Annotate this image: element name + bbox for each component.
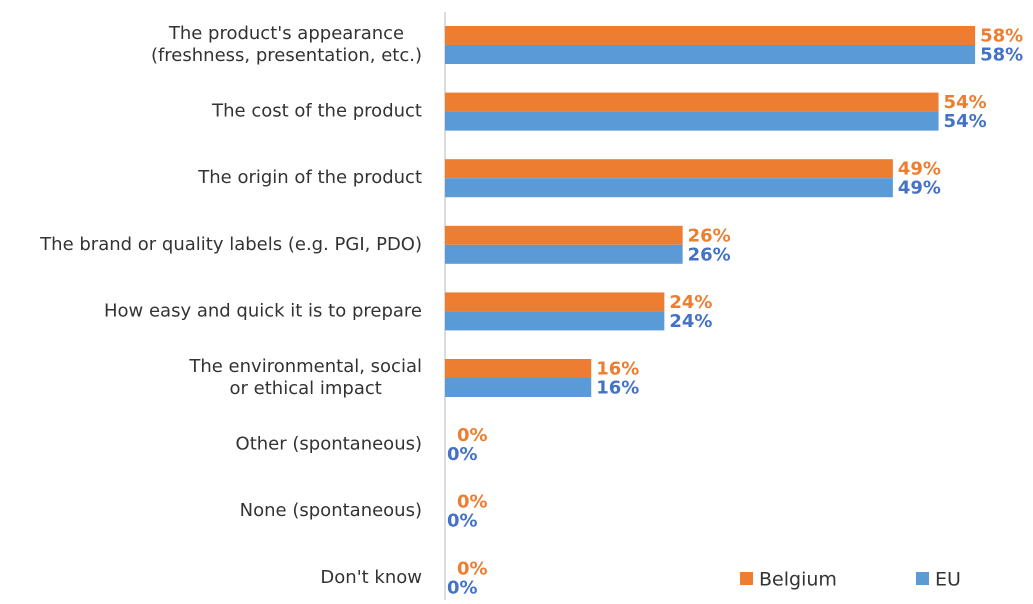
bar: [445, 92, 939, 112]
value-label: 49%: [898, 159, 941, 180]
legend-label: Belgium: [759, 569, 837, 591]
category-label: How easy and quick it is to prepare: [104, 300, 422, 321]
bar: [445, 111, 939, 131]
category-label: The origin of the product: [197, 167, 422, 188]
legend-label: EU: [935, 569, 961, 591]
value-label: 58%: [980, 26, 1023, 47]
value-label: 24%: [669, 311, 712, 332]
bar: [445, 311, 665, 331]
value-label: 0%: [457, 558, 488, 579]
bar: [445, 378, 592, 397]
legend-swatch: [740, 572, 753, 585]
bar: [445, 225, 683, 245]
value-label: 0%: [457, 425, 488, 446]
category-label: The product's appearance: [168, 23, 404, 44]
value-label: 0%: [447, 444, 478, 465]
value-label: 0%: [447, 511, 478, 532]
category-label: (freshness, presentation, etc.): [151, 45, 422, 66]
value-label: 0%: [447, 577, 478, 598]
bar: [445, 178, 893, 198]
category-label: Other (spontaneous): [236, 434, 422, 455]
value-label: 54%: [944, 92, 987, 113]
value-label: 16%: [596, 359, 639, 380]
legend-swatch: [916, 572, 929, 585]
category-label: None (spontaneous): [240, 500, 422, 521]
category-label: The brand or quality labels (e.g. PGI, P…: [39, 234, 422, 255]
category-label: The cost of the product: [211, 101, 422, 122]
value-label: 26%: [688, 244, 731, 265]
value-label: 16%: [596, 378, 639, 399]
value-label: 26%: [688, 225, 731, 246]
value-label: 0%: [457, 492, 488, 513]
bar: [445, 244, 683, 264]
value-label: 58%: [980, 45, 1023, 66]
bar: [445, 45, 976, 64]
bar: [445, 292, 665, 312]
value-label: 24%: [669, 292, 712, 313]
value-label: 49%: [898, 178, 941, 199]
bar: [445, 359, 592, 378]
category-label: The environmental, social: [188, 356, 422, 377]
bar: [445, 159, 893, 179]
bar: [445, 26, 976, 45]
category-label: or ethical impact: [230, 378, 382, 399]
category-label: Don't know: [320, 567, 422, 588]
value-label: 54%: [944, 111, 987, 132]
